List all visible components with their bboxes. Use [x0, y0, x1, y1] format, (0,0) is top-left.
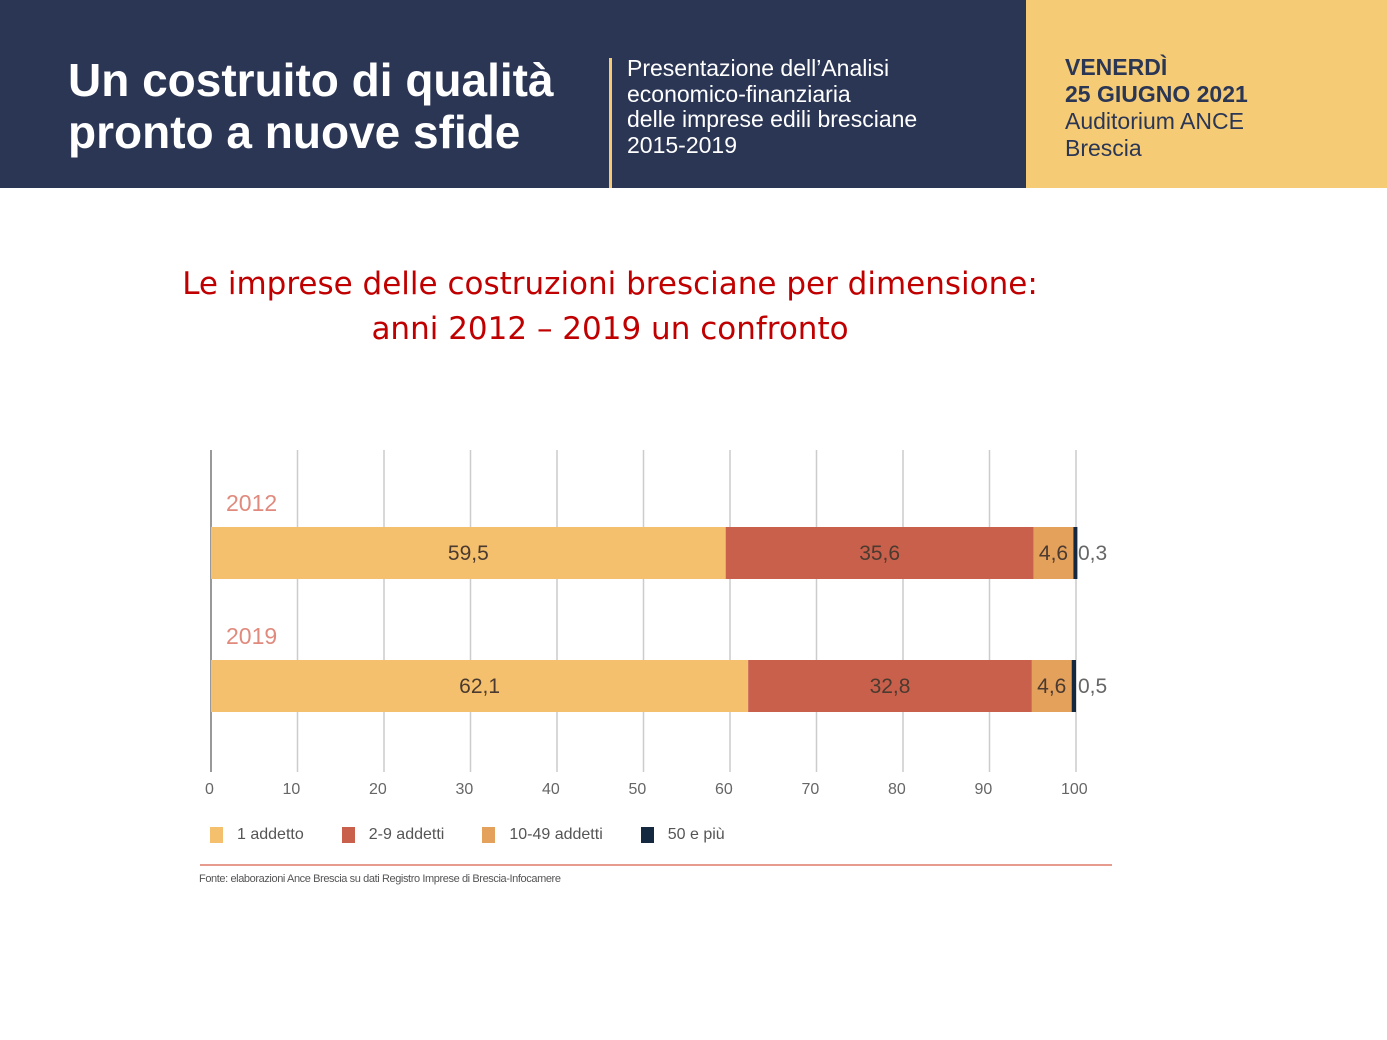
- legend-item: 10-49 addetti: [482, 826, 603, 844]
- slide-title-line: anni 2012 – 2019 un confronto: [371, 311, 849, 347]
- legend-item: 2-9 addetti: [341, 826, 445, 844]
- subtitle-line: delle imprese edili bresciane: [627, 106, 918, 132]
- legend-label: 1 addetto: [237, 826, 304, 843]
- divider: [609, 58, 612, 188]
- event-date: 25 GIUGNO 2021: [1065, 81, 1248, 107]
- legend-swatch: [482, 827, 496, 843]
- slide-title-line: Le imprese delle costruzioni bresciane p…: [182, 266, 1038, 302]
- main-title: Un costruito di qualità pronto a nuove s…: [68, 54, 554, 158]
- data-label: 0,3: [1078, 542, 1107, 565]
- legend-label: 2-9 addetti: [368, 826, 445, 843]
- slide-title: Le imprese delle costruzioni bresciane p…: [150, 262, 1070, 352]
- subtitle: Presentazione dell’Analisi economico-fin…: [627, 55, 918, 158]
- bar-segment: [748, 660, 1032, 712]
- legend-item: 50 e più: [640, 826, 725, 844]
- legend-label: 10-49 addetti: [509, 826, 603, 843]
- x-tick-label: 30: [456, 781, 474, 798]
- data-label: 59,5: [448, 542, 489, 565]
- legend-swatch: [640, 827, 654, 843]
- event-info: VENERDÌ 25 GIUGNO 2021 Auditorium ANCE B…: [1065, 54, 1248, 162]
- x-tick-label: 20: [369, 781, 387, 798]
- bar-segment: [1071, 660, 1076, 712]
- x-tick-label: 0: [205, 781, 214, 798]
- x-tick-label: 90: [975, 781, 993, 798]
- data-label: 0,5: [1078, 675, 1107, 698]
- event-venue: Auditorium ANCE: [1065, 108, 1244, 134]
- category-label: 2012: [226, 490, 277, 516]
- event-city: Brescia: [1065, 135, 1142, 161]
- chart-legend: 1 addetto 2-9 addetti 10-49 addetti 50 e pi…: [210, 826, 763, 844]
- bar-segment: [1073, 527, 1078, 579]
- legend-label: 50 e più: [667, 826, 725, 843]
- title-line: pronto a nuove sfide: [68, 106, 521, 158]
- x-tick-label: 50: [629, 781, 647, 798]
- data-label: 4,6: [1037, 675, 1066, 698]
- event-day: VENERDÌ: [1065, 54, 1168, 80]
- source-note: Fonte: elaborazioni Ance Brescia su dati…: [199, 873, 561, 885]
- header-date-panel: [1026, 0, 1387, 188]
- data-label: 35,6: [859, 542, 900, 565]
- data-label: 4,6: [1039, 542, 1068, 565]
- data-label: 32,8: [870, 675, 911, 698]
- x-tick-label: 60: [715, 781, 733, 798]
- subtitle-line: economico-finanziaria: [627, 80, 851, 107]
- x-tick-label: 70: [802, 781, 820, 798]
- bar-segment: [211, 527, 726, 579]
- bar-segment: [1031, 660, 1072, 712]
- subtitle-line: Presentazione dell’Analisi: [627, 55, 890, 81]
- legend-swatch: [341, 827, 355, 843]
- subtitle-line: 2015-2019: [627, 131, 737, 158]
- x-tick-label: 80: [888, 781, 906, 798]
- data-label: 62,1: [459, 675, 500, 698]
- header-banner: [0, 0, 1026, 188]
- bar-segment: [725, 527, 1034, 579]
- bar-segment: [1033, 527, 1074, 579]
- legend-swatch: [210, 827, 223, 843]
- bar-segment: [211, 660, 749, 712]
- category-label: 2019: [226, 623, 277, 649]
- x-tick-label: 10: [283, 781, 301, 798]
- title-line: Un costruito di qualità: [68, 54, 554, 106]
- x-tick-label: 40: [542, 781, 560, 798]
- x-tick-label: 100: [1061, 781, 1088, 798]
- legend-item: 1 addetto: [210, 826, 304, 844]
- source-rule: [200, 864, 1112, 866]
